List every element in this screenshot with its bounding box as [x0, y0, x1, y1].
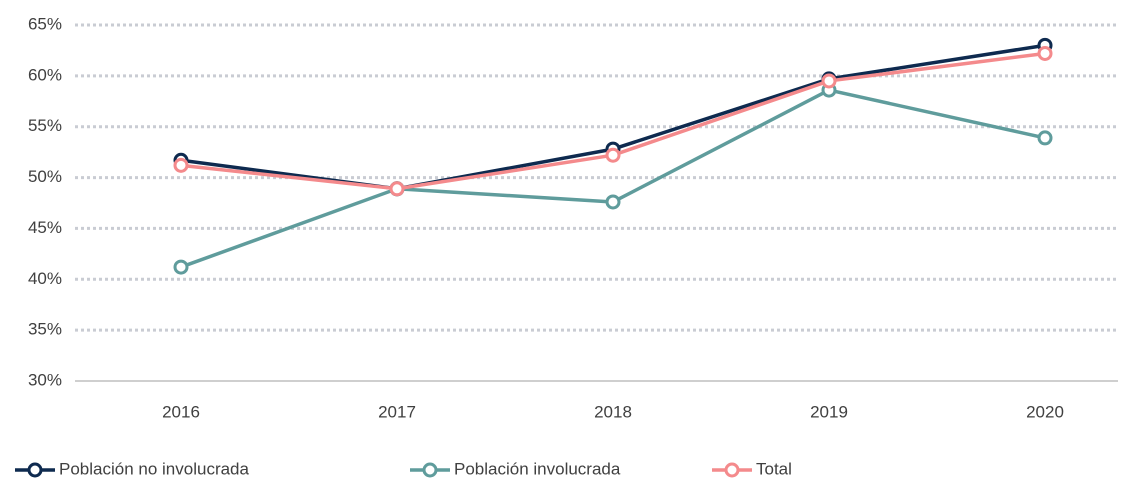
legend-label: Total	[756, 459, 792, 478]
y-tick-label: 65%	[28, 14, 62, 33]
legend-label: Población no involucrada	[59, 459, 250, 478]
data-point	[173, 259, 189, 275]
x-tick-label: 2019	[810, 402, 848, 421]
data-point	[173, 157, 189, 173]
data-point	[1037, 45, 1053, 61]
y-tick-label: 60%	[28, 65, 62, 84]
data-point	[605, 147, 621, 163]
series-line	[180, 51, 1046, 191]
x-tick-label: 2018	[594, 402, 632, 421]
data-point	[605, 194, 621, 210]
legend-marker	[422, 462, 438, 478]
x-tick-label: 2016	[162, 402, 200, 421]
data-point	[389, 181, 405, 197]
y-tick-label: 55%	[28, 116, 62, 135]
legend-label: Población involucrada	[454, 459, 621, 478]
x-tick-label: 2017	[378, 402, 416, 421]
data-point	[1037, 130, 1053, 146]
data-point	[821, 73, 837, 89]
series-line	[180, 43, 1046, 191]
y-tick-label: 35%	[28, 320, 62, 339]
y-tick-label: 50%	[28, 167, 62, 186]
legend-marker	[724, 462, 740, 478]
y-tick-label: 30%	[28, 370, 62, 389]
y-tick-label: 40%	[28, 269, 62, 288]
y-tick-label: 45%	[28, 218, 62, 237]
legend-marker	[27, 462, 43, 478]
x-tick-label: 2020	[1026, 402, 1064, 421]
